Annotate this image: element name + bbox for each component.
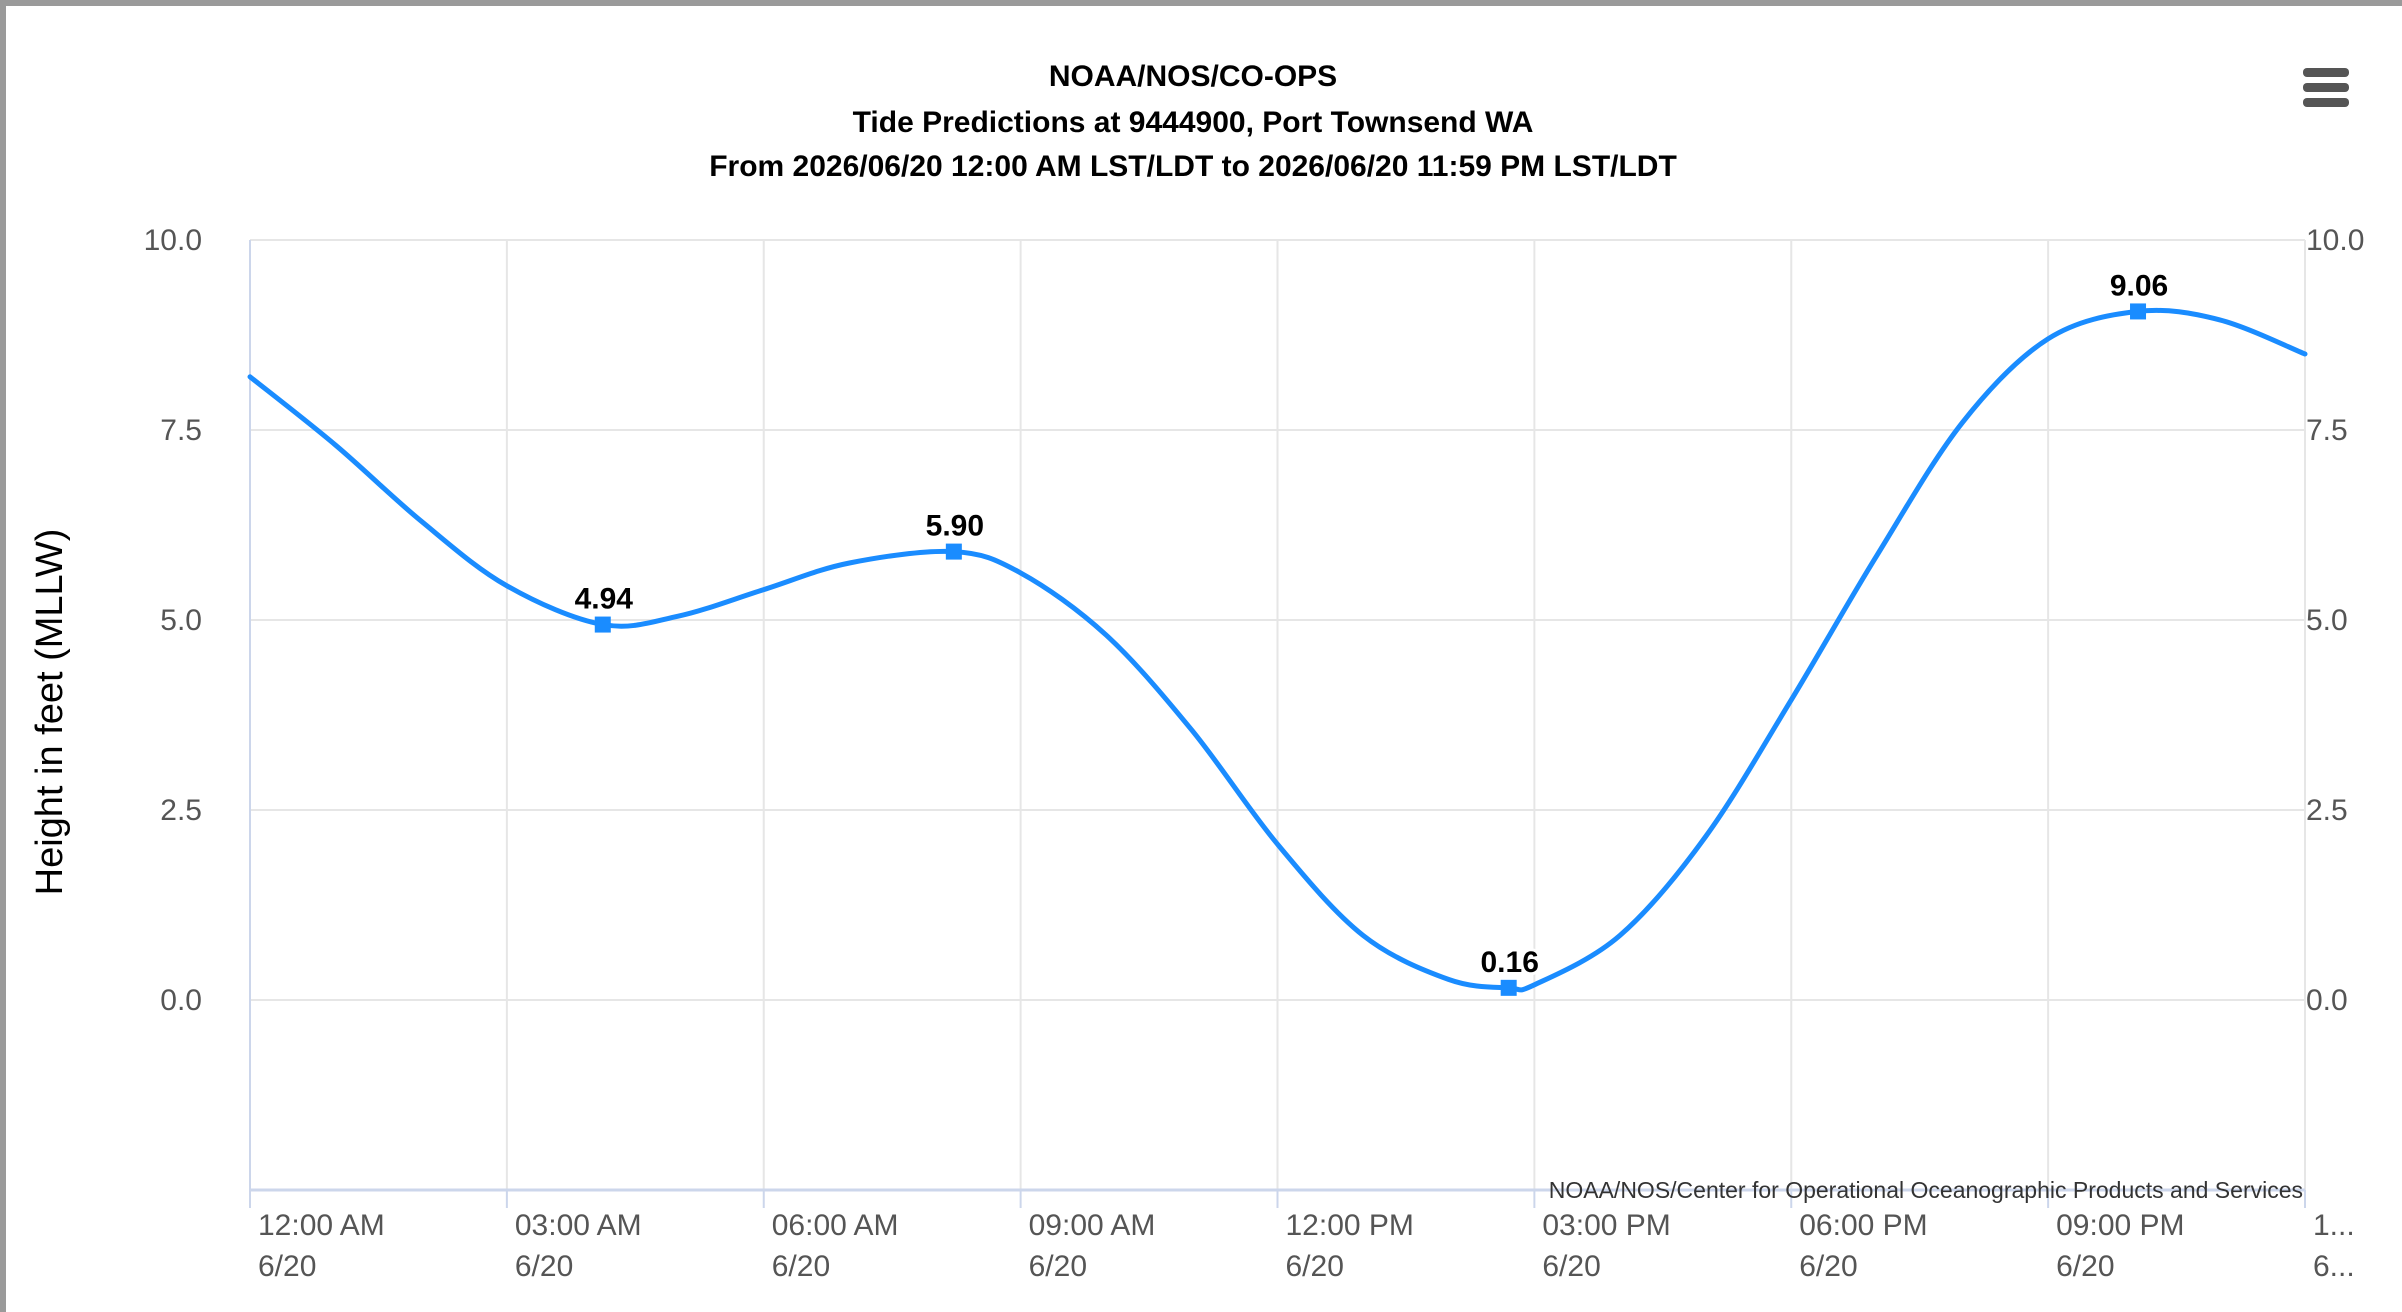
hamburger-menu-icon-bar bbox=[2303, 98, 2349, 107]
x-tick-label-date: 6/20 bbox=[1799, 1250, 1857, 1283]
x-tick-label-time: 06:00 PM bbox=[1799, 1209, 1927, 1242]
x-tick-label-date: 6/20 bbox=[1542, 1250, 1600, 1283]
x-tick-label-date: 6/20 bbox=[258, 1250, 316, 1283]
extreme-marker bbox=[594, 616, 611, 633]
y-tick-label-left: 7.5 bbox=[160, 414, 202, 447]
hamburger-menu-icon bbox=[2303, 68, 2349, 77]
x-tick-label-time: 12:00 AM bbox=[258, 1209, 385, 1242]
y-axis-label: Height in feet (MLLW) bbox=[29, 529, 71, 896]
y-tick-label-left: 5.0 bbox=[160, 604, 202, 637]
grid-lines bbox=[249, 239, 2306, 1190]
chart-title: NOAA/NOS/CO-OPS bbox=[1049, 60, 1337, 93]
x-tick-label-date: 6/20 bbox=[1286, 1250, 1344, 1283]
extreme-data-label: 5.90 bbox=[926, 510, 984, 543]
x-tick-label-date: 6/20 bbox=[1029, 1250, 1087, 1283]
x-tick-label-date: 6/20 bbox=[2056, 1250, 2114, 1283]
x-tick-label-date: 6/20 bbox=[772, 1250, 830, 1283]
y-axis-left-ticks: 10.0 7.5 5.0 2.5 0.0 bbox=[144, 224, 202, 1017]
chart-credits: NOAA/NOS/Center for Operational Oceanogr… bbox=[1549, 1177, 2303, 1203]
y-tick-label-right: 0.0 bbox=[2306, 984, 2348, 1017]
y-tick-label-right: 7.5 bbox=[2306, 414, 2348, 447]
x-tick-label-date: 6... bbox=[2313, 1250, 2355, 1283]
y-tick-label-left: 2.5 bbox=[160, 794, 202, 827]
extreme-markers bbox=[594, 303, 2147, 996]
chart-menu-button[interactable] bbox=[2303, 68, 2349, 120]
x-tick-label-time: 06:00 AM bbox=[772, 1209, 899, 1242]
y-tick-label-left: 10.0 bbox=[144, 224, 202, 257]
y-tick-label-right: 10.0 bbox=[2306, 224, 2364, 257]
extreme-marker bbox=[2130, 303, 2147, 320]
x-tick-label-time: 09:00 AM bbox=[1029, 1209, 1156, 1242]
extreme-labels: 4.94 5.90 0.16 9.06 bbox=[572, 266, 2172, 981]
y-tick-label-right: 5.0 bbox=[2306, 604, 2348, 637]
axes bbox=[249, 240, 2306, 1208]
y-tick-label-left: 0.0 bbox=[160, 984, 202, 1017]
x-tick-label-time: 09:00 PM bbox=[2056, 1209, 2184, 1242]
x-tick-label-time: 03:00 AM bbox=[515, 1209, 642, 1242]
hamburger-menu-icon-bar bbox=[2303, 83, 2349, 92]
chart-subtitle-range: From 2026/06/20 12:00 AM LST/LDT to 2026… bbox=[709, 150, 1677, 183]
x-tick-label-date: 6/20 bbox=[515, 1250, 573, 1283]
x-tick-label-time: 03:00 PM bbox=[1542, 1209, 1670, 1242]
y-axis-right-ticks: 10.0 7.5 5.0 2.5 0.0 bbox=[2306, 224, 2364, 1017]
x-tick-label-time: 12:00 PM bbox=[1286, 1209, 1414, 1242]
x-tick-label-time: 1... bbox=[2313, 1209, 2355, 1242]
chart-subtitle-station: Tide Predictions at 9444900, Port Townse… bbox=[853, 106, 1534, 139]
x-axis-ticks: 12:00 AM 6/20 03:00 AM 6/20 06:00 AM 6/20 09:0… bbox=[258, 1209, 2355, 1283]
extreme-marker bbox=[945, 543, 962, 560]
extreme-marker bbox=[1500, 979, 1517, 996]
extreme-data-label: 9.06 bbox=[2110, 269, 2168, 302]
y-tick-label-right: 2.5 bbox=[2306, 794, 2348, 827]
extreme-data-label: 0.16 bbox=[1480, 946, 1538, 979]
extreme-data-label: 4.94 bbox=[575, 583, 634, 616]
